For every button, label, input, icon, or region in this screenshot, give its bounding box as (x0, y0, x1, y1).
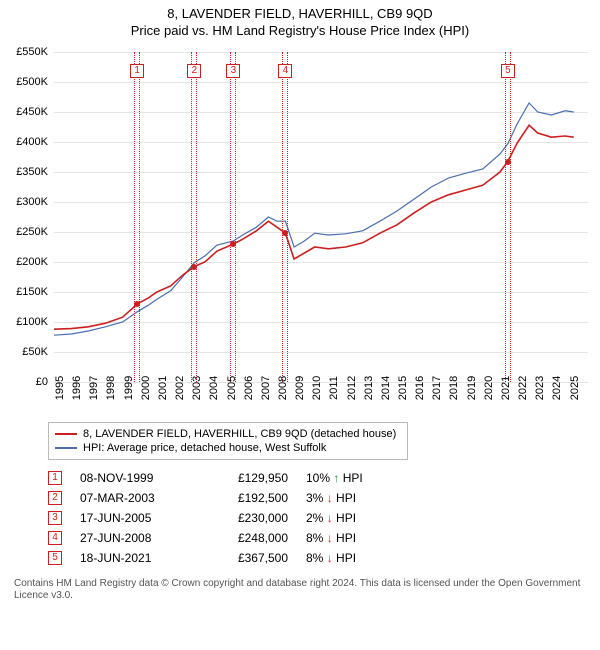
sale-diff: 8% ↓ HPI (306, 531, 406, 545)
x-tick-label: 2023 (534, 376, 546, 400)
y-tick-label: £0 (14, 376, 48, 388)
sale-date: 08-NOV-1999 (80, 471, 190, 485)
chart-title: 8, LAVENDER FIELD, HAVERHILL, CB9 9QD (8, 6, 592, 21)
x-tick-label: 1995 (54, 376, 66, 400)
sale-diff: 8% ↓ HPI (306, 551, 406, 565)
series-hpi (54, 103, 574, 335)
sale-marker-dot (505, 159, 511, 165)
x-tick-label: 1996 (71, 376, 83, 400)
x-tick-label: 1997 (88, 376, 100, 400)
y-tick-label: £500K (14, 76, 48, 88)
x-tick-label: 2024 (551, 376, 563, 400)
sale-number-badge: 1 (48, 471, 62, 485)
x-tick-label: 2000 (140, 376, 152, 400)
sale-marker-dot (282, 230, 288, 236)
chart-subtitle: Price paid vs. HM Land Registry's House … (8, 23, 592, 38)
x-tick-label: 2008 (277, 376, 289, 400)
sale-marker-dot (230, 241, 236, 247)
price-chart: £0 £50K £100K £150K £200K £250K £300K £350K £400… (8, 46, 592, 416)
y-tick-label: £250K (14, 226, 48, 238)
legend-row: HPI: Average price, detached house, West… (55, 441, 401, 455)
y-tick-label: £450K (14, 106, 48, 118)
legend: 8, LAVENDER FIELD, HAVERHILL, CB9 9QD (d… (48, 422, 408, 460)
y-tick-label: £350K (14, 166, 48, 178)
sale-price: £367,500 (208, 551, 288, 565)
sale-row: 5 18-JUN-2021 £367,500 8% ↓ HPI (48, 548, 568, 568)
legend-swatch (55, 447, 77, 449)
sales-table: 1 08-NOV-1999 £129,950 10% ↑ HPI 2 07-MAR-200… (48, 468, 568, 568)
sale-marker-band (230, 52, 236, 382)
sale-marker-badge: 4 (278, 64, 292, 78)
legend-label: 8, LAVENDER FIELD, HAVERHILL, CB9 9QD (d… (83, 427, 396, 441)
sale-price: £129,950 (208, 471, 288, 485)
sale-marker-badge: 5 (501, 64, 515, 78)
x-tick-label: 2012 (346, 376, 358, 400)
x-tick-label: 2005 (226, 376, 238, 400)
x-tick-label: 2002 (174, 376, 186, 400)
sale-marker-band (505, 52, 511, 382)
sale-price: £248,000 (208, 531, 288, 545)
x-tick-label: 2022 (517, 376, 529, 400)
sale-date: 07-MAR-2003 (80, 491, 190, 505)
sale-number-badge: 3 (48, 511, 62, 525)
sale-marker-band (191, 52, 197, 382)
sale-number-badge: 5 (48, 551, 62, 565)
x-tick-label: 2004 (208, 376, 220, 400)
sale-price: £192,500 (208, 491, 288, 505)
x-tick-label: 2018 (448, 376, 460, 400)
x-tick-label: 2016 (414, 376, 426, 400)
sale-number-badge: 4 (48, 531, 62, 545)
sale-diff: 3% ↓ HPI (306, 491, 406, 505)
x-tick-label: 2007 (260, 376, 272, 400)
x-tick-label: 2019 (466, 376, 478, 400)
footnote: Contains HM Land Registry data © Crown c… (14, 578, 586, 602)
sale-marker-badge: 3 (226, 64, 240, 78)
y-tick-label: £200K (14, 256, 48, 268)
series-property (54, 125, 574, 329)
x-tick-label: 2010 (311, 376, 323, 400)
sale-row: 2 07-MAR-2003 £192,500 3% ↓ HPI (48, 488, 568, 508)
x-tick-label: 2025 (569, 376, 581, 400)
legend-label: HPI: Average price, detached house, West… (83, 441, 326, 455)
sale-number-badge: 2 (48, 491, 62, 505)
x-tick-label: 1999 (123, 376, 135, 400)
sale-marker-band (134, 52, 140, 382)
legend-row: 8, LAVENDER FIELD, HAVERHILL, CB9 9QD (d… (55, 427, 401, 441)
sale-marker-badge: 2 (187, 64, 201, 78)
sale-price: £230,000 (208, 511, 288, 525)
sale-row: 4 27-JUN-2008 £248,000 8% ↓ HPI (48, 528, 568, 548)
y-tick-label: £300K (14, 196, 48, 208)
y-tick-label: £100K (14, 316, 48, 328)
legend-swatch (55, 433, 77, 435)
x-tick-label: 2021 (500, 376, 512, 400)
x-tick-label: 2013 (363, 376, 375, 400)
sale-diff: 10% ↑ HPI (306, 471, 406, 485)
sale-row: 3 17-JUN-2005 £230,000 2% ↓ HPI (48, 508, 568, 528)
y-tick-label: £150K (14, 286, 48, 298)
y-tick-label: £400K (14, 136, 48, 148)
x-tick-label: 2014 (380, 376, 392, 400)
sale-marker-band (282, 52, 288, 382)
sale-date: 18-JUN-2021 (80, 551, 190, 565)
sale-date: 17-JUN-2005 (80, 511, 190, 525)
sale-date: 27-JUN-2008 (80, 531, 190, 545)
x-tick-label: 2009 (294, 376, 306, 400)
sale-row: 1 08-NOV-1999 £129,950 10% ↑ HPI (48, 468, 568, 488)
y-tick-label: £550K (14, 46, 48, 58)
sale-marker-dot (134, 301, 140, 307)
x-tick-label: 2011 (328, 376, 340, 400)
x-tick-label: 2006 (243, 376, 255, 400)
x-tick-label: 2001 (157, 376, 169, 400)
x-tick-label: 2020 (483, 376, 495, 400)
x-tick-label: 1998 (105, 376, 117, 400)
sale-marker-dot (191, 264, 197, 270)
y-tick-label: £50K (14, 346, 48, 358)
sale-marker-badge: 1 (130, 64, 144, 78)
x-tick-label: 2017 (431, 376, 443, 400)
sale-diff: 2% ↓ HPI (306, 511, 406, 525)
x-tick-label: 2015 (397, 376, 409, 400)
x-tick-label: 2003 (191, 376, 203, 400)
